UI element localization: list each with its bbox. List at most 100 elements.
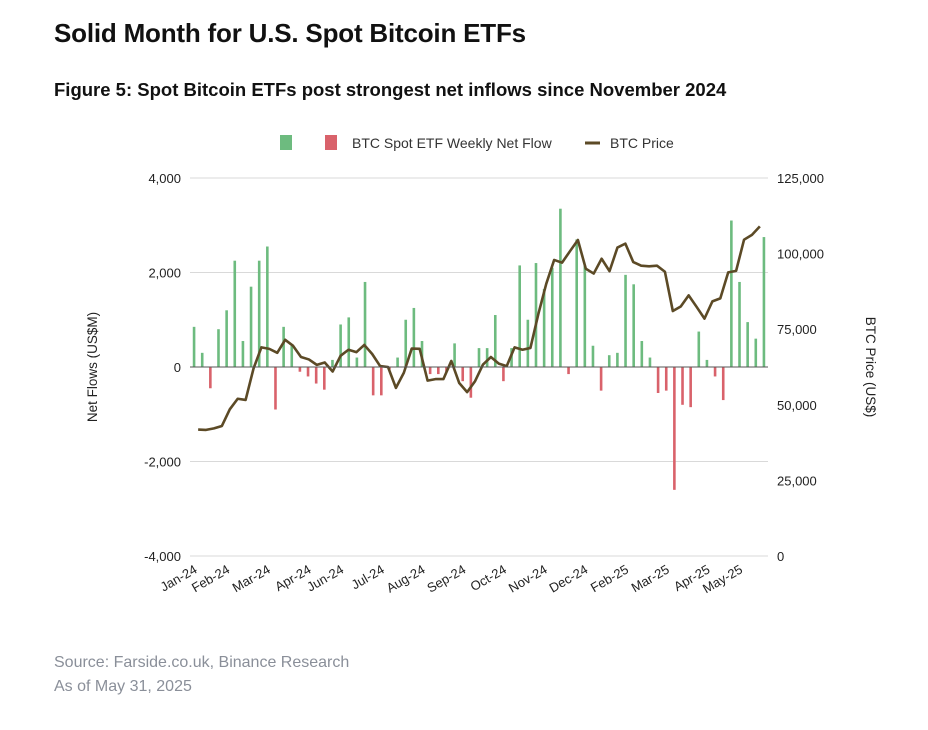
chart-legend: BTC Spot ETF Weekly Net Flow BTC Price xyxy=(280,135,674,151)
x-tick-label: Jul-24 xyxy=(349,562,387,593)
flow-bar xyxy=(249,286,253,367)
flow-bar xyxy=(257,260,261,367)
flow-bar xyxy=(721,367,725,401)
flow-bar xyxy=(681,367,684,405)
btc-price-line xyxy=(198,225,761,432)
legend-swatch-0 xyxy=(280,135,292,150)
flow-bar xyxy=(689,367,692,408)
flow-bar xyxy=(746,322,749,367)
y-right-tick-label: 125,000 xyxy=(777,171,824,186)
flow-bar xyxy=(217,329,220,367)
as-of-note: As of May 31, 2025 xyxy=(54,678,192,695)
flow-bar xyxy=(559,208,562,367)
y-right-tick-label: 75,000 xyxy=(777,322,817,337)
flow-bar xyxy=(599,367,603,391)
x-tick-label: Feb-25 xyxy=(588,562,631,596)
figure-title: Figure 5: Spot Bitcoin ETFs post stronge… xyxy=(54,79,727,100)
y-left-tick-label: 0 xyxy=(174,360,181,375)
flow-bar xyxy=(616,352,619,367)
flow-bar xyxy=(567,367,570,375)
y-left-tick-label: 4,000 xyxy=(148,171,181,186)
flow-bar xyxy=(282,326,285,367)
flow-bar xyxy=(200,352,204,367)
flow-bar xyxy=(209,367,212,389)
y-right-tick-label: 25,000 xyxy=(777,473,817,488)
flow-bar xyxy=(754,338,758,367)
flow-bar xyxy=(632,284,635,367)
y-left-tick-label: -2,000 xyxy=(144,455,181,470)
flow-bar xyxy=(380,367,383,396)
flow-bar xyxy=(355,357,359,367)
flow-bar xyxy=(502,367,505,382)
flow-bar xyxy=(306,367,310,377)
y-right-tick-label: 0 xyxy=(777,549,784,564)
chart-container: BTC Spot ETF Weekly Net Flow BTC Price 4,… xyxy=(0,120,928,620)
x-tick-label: Feb-24 xyxy=(189,562,232,596)
y-right-tick-label: 50,000 xyxy=(777,398,817,413)
flow-bar xyxy=(664,367,668,391)
flow-bar xyxy=(314,367,318,384)
flow-bar xyxy=(461,367,465,382)
flow-bar xyxy=(453,343,456,368)
source-note: Source: Farside.co.uk, Binance Research xyxy=(54,654,350,671)
flow-bar xyxy=(575,239,578,367)
flow-bar xyxy=(648,357,652,367)
flow-bar xyxy=(274,367,277,410)
flow-bar xyxy=(705,359,709,367)
flow-bar xyxy=(656,367,660,393)
flow-bar xyxy=(428,367,432,375)
x-tick-label: Nov-24 xyxy=(506,562,550,596)
combo-chart: BTC Spot ETF Weekly Net Flow BTC Price 4,… xyxy=(85,135,878,596)
gridlines xyxy=(190,177,768,557)
x-tick-label: Oct-24 xyxy=(468,562,509,594)
flow-bar xyxy=(493,315,497,367)
flow-bar xyxy=(331,359,334,367)
y-left-axis-title: Net Flows (US$M) xyxy=(85,312,100,422)
flow-bars xyxy=(192,208,766,490)
flow-bar xyxy=(233,260,237,367)
y-right-tick-label: 100,000 xyxy=(777,247,824,262)
flow-bar xyxy=(192,326,196,367)
x-tick-label: Mar-25 xyxy=(629,562,672,596)
flow-bar xyxy=(266,246,269,367)
price-line-group xyxy=(198,225,761,432)
flow-bar xyxy=(730,220,733,367)
flow-bar xyxy=(534,263,538,367)
flow-bar xyxy=(396,357,399,367)
flow-bar xyxy=(697,331,701,367)
y-left-tick-label: -4,000 xyxy=(144,549,181,564)
flow-bar xyxy=(591,345,595,367)
x-tick-label: Sep-24 xyxy=(424,562,468,596)
legend-label-1: BTC Spot ETF Weekly Net Flow xyxy=(352,135,553,151)
flow-bar xyxy=(371,367,375,396)
x-tick-label: Dec-24 xyxy=(547,562,591,596)
flow-bar xyxy=(347,317,351,367)
legend-swatch-1 xyxy=(325,135,337,150)
flow-bar xyxy=(624,274,627,367)
flow-bar xyxy=(542,289,546,367)
flow-bar xyxy=(762,237,766,367)
x-tick-label: Mar-24 xyxy=(230,562,273,596)
x-tick-label: Jun-24 xyxy=(304,562,346,595)
flow-bar xyxy=(485,348,489,367)
flow-bar xyxy=(640,341,644,367)
flow-bar xyxy=(550,267,554,367)
flow-bar xyxy=(526,319,530,367)
flow-bar xyxy=(290,345,294,367)
x-tick-label: Apr-24 xyxy=(272,562,313,595)
y-right-axis-title: BTC Price (US$) xyxy=(863,317,878,418)
legend-label-2: BTC Price xyxy=(610,135,674,151)
flow-bar xyxy=(518,265,521,367)
page-title: Solid Month for U.S. Spot Bitcoin ETFs xyxy=(54,18,526,48)
flow-bar xyxy=(363,281,367,367)
flow-bar xyxy=(412,307,416,367)
flow-bar xyxy=(225,310,228,367)
flow-bar xyxy=(469,367,473,398)
flow-bar xyxy=(241,341,245,367)
flow-bar xyxy=(477,348,481,367)
flow-bar xyxy=(713,367,717,377)
axes: 4,000 2,000 0 -2,000 -4,000 125,000 100,000 75,… xyxy=(85,171,878,596)
flow-bar xyxy=(738,281,741,367)
flow-bar xyxy=(298,367,302,372)
flow-bar xyxy=(607,355,611,367)
